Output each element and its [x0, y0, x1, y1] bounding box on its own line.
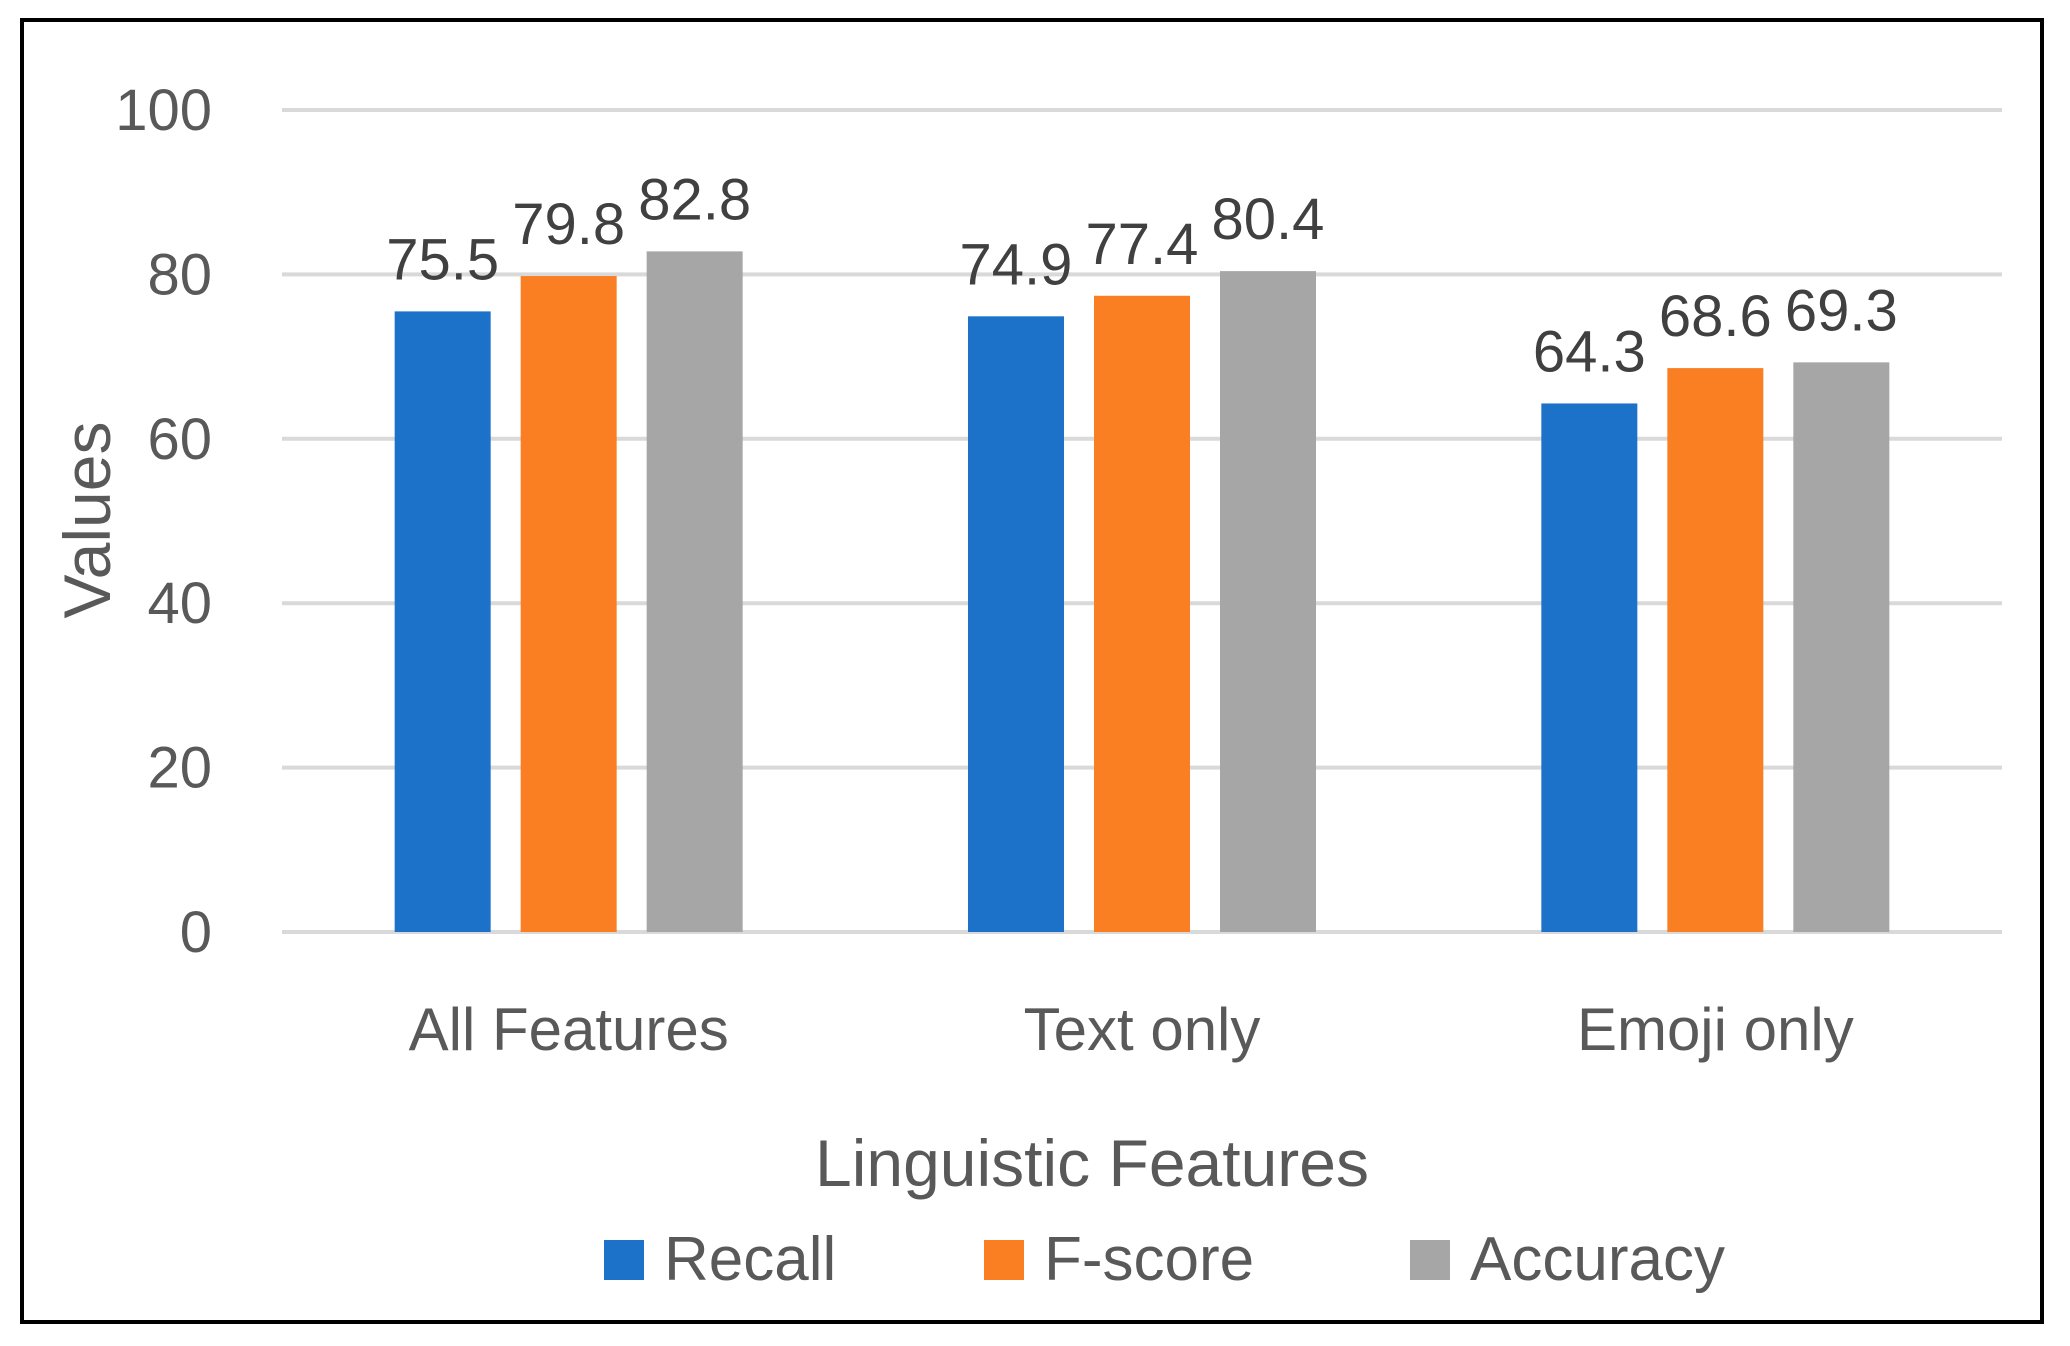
data-label: 79.8: [512, 192, 625, 257]
x-category-label: All Features: [409, 996, 729, 1063]
x-category-labels: All Features Text only Emoji only: [409, 996, 1854, 1063]
bar-f-score: [1667, 368, 1764, 932]
bar-f-score: [520, 276, 617, 932]
data-label: 64.3: [1533, 319, 1646, 384]
legend-swatch: [1410, 1240, 1450, 1280]
y-tick-label: 60: [147, 407, 212, 472]
y-tick-label: 40: [147, 571, 212, 636]
y-tick-label: 20: [147, 736, 212, 801]
y-tick-label: 100: [115, 78, 212, 143]
legend-swatch: [984, 1240, 1024, 1280]
x-category-label: Text only: [1024, 996, 1261, 1063]
bar-accuracy: [646, 251, 743, 932]
legend: Recall F-score Accuracy: [604, 1225, 1725, 1294]
y-axis-title: Values: [50, 422, 124, 619]
y-tick-label: 80: [147, 242, 212, 307]
data-label: 75.5: [386, 227, 499, 292]
y-tick-label: 0: [180, 900, 212, 965]
bar-f-score: [1094, 295, 1190, 933]
data-label: 74.9: [960, 232, 1073, 297]
bar-recall: [1541, 403, 1638, 933]
legend-item: Recall: [604, 1225, 836, 1294]
bars: [394, 251, 1890, 933]
data-labels: 75.579.8 82.8 74.9 77.4 80.4 64.368.6 69.3: [386, 167, 1898, 384]
data-label: 69.3: [1785, 278, 1898, 343]
y-tick-labels: 0 20 40 60 80 100: [115, 78, 212, 965]
x-axis-title: Linguistic Features: [815, 1126, 1369, 1200]
bar-accuracy: [1220, 271, 1316, 932]
data-label: 77.4: [1086, 212, 1199, 277]
bar-recall: [968, 316, 1064, 932]
data-label: 80.4: [1212, 187, 1325, 252]
legend-item: Accuracy: [1410, 1225, 1725, 1294]
bar-accuracy: [1793, 362, 1890, 932]
legend-label: Recall: [664, 1225, 836, 1294]
legend-label: Accuracy: [1470, 1225, 1725, 1294]
legend-label: F-score: [1044, 1225, 1254, 1294]
x-category-label: Emoji only: [1577, 996, 1854, 1063]
data-label: 68.6: [1659, 284, 1772, 349]
legend-item: F-score: [984, 1225, 1254, 1294]
bar-recall: [394, 311, 491, 932]
legend-swatch: [604, 1240, 644, 1280]
data-label: 82.8: [638, 167, 751, 232]
